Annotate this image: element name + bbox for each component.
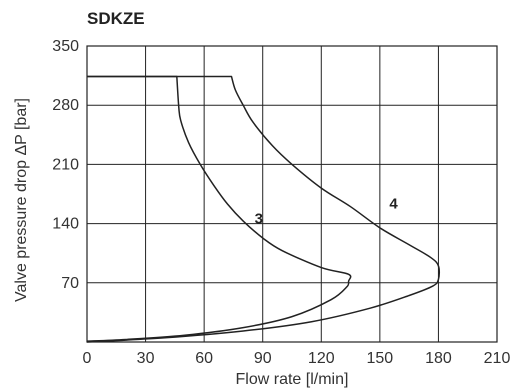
curves: 34 xyxy=(86,75,441,343)
series-line-4 xyxy=(86,75,441,343)
series-line-3 xyxy=(86,75,352,342)
x-tick-label: 0 xyxy=(83,350,92,367)
x-tick-label: 120 xyxy=(308,350,335,367)
y-tick-label: 350 xyxy=(52,38,79,55)
x-tick-label: 210 xyxy=(484,350,511,367)
series-label-3: 3 xyxy=(255,211,263,228)
plot-frame xyxy=(86,45,498,343)
x-tick-label: 150 xyxy=(367,350,394,367)
series-label-4: 4 xyxy=(389,195,398,212)
x-tick-labels: 0 30 60 90 120 150 180 210 xyxy=(83,350,511,367)
y-tick-label: 70 xyxy=(61,275,79,292)
x-tick-label: 30 xyxy=(137,350,155,367)
x-tick-label: 90 xyxy=(254,350,272,367)
y-tick-label: 140 xyxy=(52,216,79,233)
x-tick-label: 180 xyxy=(425,350,452,367)
y-tick-labels: 70 140 210 280 350 xyxy=(52,38,79,292)
chart-title: SDKZE xyxy=(87,9,145,28)
y-tick-label: 210 xyxy=(52,156,79,173)
y-axis-label: Valve pressure drop ΔP [bar] xyxy=(13,98,30,302)
x-axis-label: Flow rate [l/min] xyxy=(236,371,349,388)
grid-lines xyxy=(87,46,497,342)
x-tick-label: 60 xyxy=(195,350,213,367)
y-tick-label: 280 xyxy=(52,97,79,114)
